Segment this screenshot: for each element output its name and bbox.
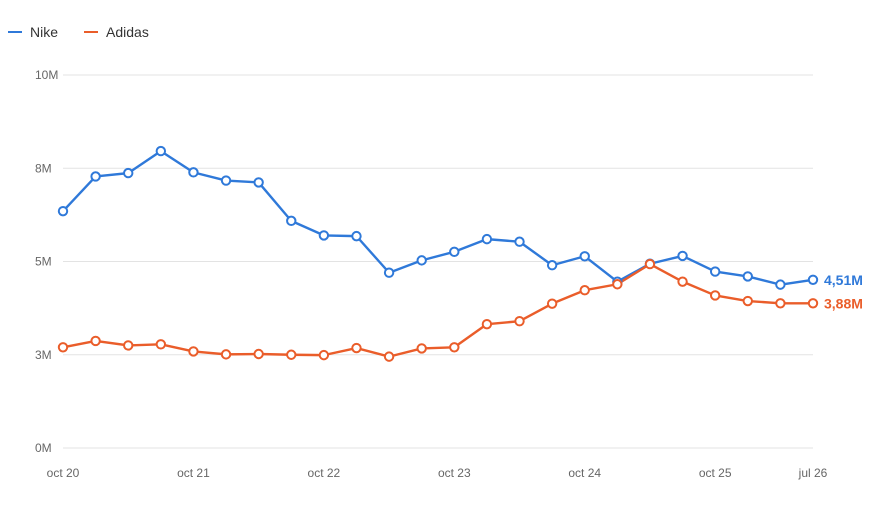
data-point-nike[interactable] (220, 175, 232, 186)
data-point-nike[interactable] (807, 274, 819, 285)
data-point-nike[interactable] (318, 230, 330, 241)
data-point-adidas[interactable] (579, 285, 590, 296)
y-tick-label: 0M (35, 441, 52, 455)
data-point-nike[interactable] (188, 167, 199, 178)
gridlines (63, 74, 813, 449)
data-point-adidas[interactable] (644, 258, 656, 270)
legend-swatch-adidas (84, 31, 99, 33)
data-point-adidas[interactable] (57, 342, 69, 353)
legend-swatch-nike (8, 31, 22, 33)
end-label-adidas: 3,88M (824, 295, 863, 311)
data-point-adidas[interactable] (123, 340, 134, 351)
data-point-nike[interactable] (123, 167, 134, 179)
data-point-adidas[interactable] (155, 339, 167, 350)
y-tick-label: 5M (35, 255, 52, 269)
data-point-adidas[interactable] (449, 342, 460, 353)
series-lines (62, 149, 814, 358)
data-point-adidas[interactable] (220, 349, 232, 360)
data-point-nike[interactable] (351, 230, 362, 242)
data-point-adidas[interactable] (709, 290, 721, 301)
data-point-adidas[interactable] (318, 349, 330, 361)
legend-label-adidas: Adidas (106, 24, 149, 40)
data-point-adidas[interactable] (612, 279, 623, 290)
data-point-adidas[interactable] (253, 348, 264, 360)
data-point-nike[interactable] (481, 233, 493, 245)
y-tick-label: 3M (35, 348, 52, 362)
data-point-nike[interactable] (546, 260, 558, 271)
x-tick-label: oct 22 (308, 466, 341, 480)
legend-item-adidas[interactable]: Adidas (84, 24, 149, 40)
data-point-nike[interactable] (57, 205, 69, 217)
data-point-adidas[interactable] (351, 342, 362, 354)
data-point-nike[interactable] (449, 246, 460, 258)
data-point-nike[interactable] (383, 267, 395, 278)
data-point-nike[interactable] (155, 145, 167, 157)
data-point-adidas[interactable] (807, 298, 819, 309)
chart-legend: Nike Adidas (8, 24, 149, 40)
data-point-adidas[interactable] (481, 318, 493, 330)
data-point-adidas[interactable] (514, 315, 525, 327)
data-point-nike[interactable] (514, 236, 525, 247)
data-point-adidas[interactable] (188, 346, 199, 357)
data-point-nike[interactable] (775, 279, 786, 290)
x-tick-label: oct 25 (699, 466, 732, 480)
x-tick-label: oct 20 (47, 466, 80, 480)
data-point-adidas[interactable] (383, 351, 395, 362)
legend-item-nike[interactable]: Nike (8, 24, 58, 40)
series-line-nike (62, 149, 814, 286)
x-tick-label: jul 26 (798, 466, 828, 480)
data-point-nike[interactable] (253, 177, 264, 188)
y-tick-label: 8M (35, 161, 52, 175)
x-tick-label: oct 21 (177, 466, 210, 480)
data-point-adidas[interactable] (286, 349, 297, 360)
data-point-adidas[interactable] (90, 335, 101, 347)
data-point-nike[interactable] (416, 255, 427, 266)
legend-label-nike: Nike (30, 24, 59, 40)
data-point-adidas[interactable] (742, 295, 753, 307)
data-point-adidas[interactable] (775, 298, 786, 309)
data-point-nike[interactable] (677, 250, 688, 262)
x-tick-label: oct 24 (568, 466, 601, 480)
series-points (57, 145, 819, 362)
series-line-adidas (62, 262, 813, 358)
data-point-adidas[interactable] (546, 298, 558, 309)
data-point-nike[interactable] (90, 171, 101, 182)
x-axis-ticks: oct 20 oct 21 oct 22 oct 23 oct 24 oct 25 jul … (47, 466, 828, 480)
data-point-nike[interactable] (579, 251, 590, 262)
y-axis-ticks: 0M 3M 5M 8M 10M (35, 68, 58, 455)
data-point-adidas[interactable] (416, 343, 427, 354)
y-tick-label: 10M (35, 68, 58, 82)
end-label-nike: 4,51M (824, 272, 863, 288)
x-tick-label: oct 23 (438, 466, 471, 480)
data-point-nike[interactable] (709, 266, 721, 277)
data-point-adidas[interactable] (677, 276, 688, 287)
end-labels: 4,51M 3,88M (824, 272, 863, 311)
data-point-nike[interactable] (286, 215, 297, 227)
data-point-nike[interactable] (742, 271, 753, 282)
